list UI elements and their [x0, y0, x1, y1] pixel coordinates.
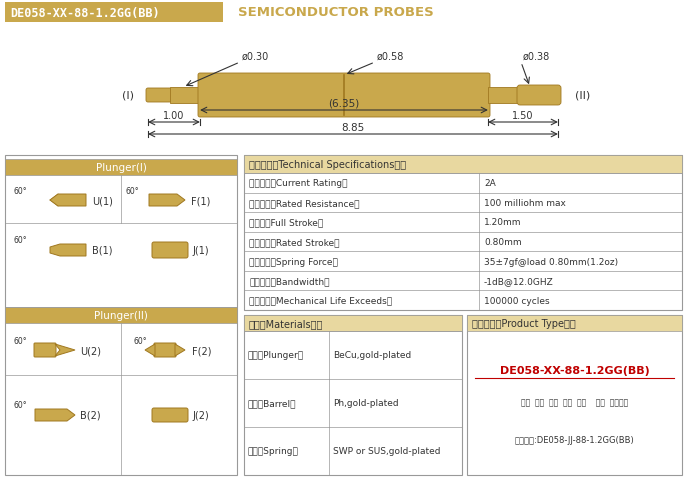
Text: ø0.30: ø0.30	[242, 52, 269, 62]
Text: 8.85: 8.85	[341, 123, 364, 133]
Text: DE058-XX-88-1.2GG(BB): DE058-XX-88-1.2GG(BB)	[500, 365, 649, 375]
Text: 技术要求（Technical Specifications）：: 技术要求（Technical Specifications）：	[249, 160, 406, 169]
Text: 弹簧（Spring）: 弹簧（Spring）	[248, 446, 299, 456]
Text: U(1): U(1)	[92, 195, 113, 205]
Polygon shape	[55, 344, 75, 356]
Text: 针管（Barrel）: 针管（Barrel）	[248, 399, 296, 408]
Text: J(1): J(1)	[192, 245, 209, 255]
Text: Plunger(II): Plunger(II)	[94, 311, 148, 320]
Text: 材质（Materials）：: 材质（Materials）：	[249, 318, 323, 328]
Polygon shape	[175, 344, 185, 356]
Text: F(2): F(2)	[192, 345, 212, 355]
FancyBboxPatch shape	[152, 242, 188, 258]
Polygon shape	[145, 344, 155, 356]
Text: 60°: 60°	[13, 186, 27, 195]
FancyBboxPatch shape	[467, 315, 682, 475]
Text: -1dB@12.0GHZ: -1dB@12.0GHZ	[484, 276, 554, 286]
Text: DE058-XX-88-1.2GG(BB): DE058-XX-88-1.2GG(BB)	[10, 7, 160, 20]
FancyBboxPatch shape	[154, 343, 176, 357]
Text: ø0.38: ø0.38	[523, 52, 551, 62]
Text: 系列  规格  头型  巴长  弹力    镀金  针头材质: 系列 规格 头型 巴长 弹力 镀金 针头材质	[521, 397, 628, 407]
Text: U(2): U(2)	[80, 345, 101, 355]
Text: 100 milliohm max: 100 milliohm max	[484, 198, 566, 207]
Text: (I): (I)	[122, 91, 134, 101]
Text: 测试寿命（Mechanical Life Exceeds）: 测试寿命（Mechanical Life Exceeds）	[249, 296, 392, 305]
Text: 60°: 60°	[133, 336, 147, 345]
Text: ø0.58: ø0.58	[377, 52, 404, 62]
Text: 额定电流（Current Rating）: 额定电流（Current Rating）	[249, 179, 347, 188]
Text: 额定电阻（Rated Resistance）: 额定电阻（Rated Resistance）	[249, 198, 360, 207]
Polygon shape	[170, 88, 200, 104]
Text: 订购举例:DE058-JJ-88-1.2GG(BB): 订购举例:DE058-JJ-88-1.2GG(BB)	[515, 435, 635, 444]
Polygon shape	[50, 244, 86, 256]
Polygon shape	[149, 194, 185, 206]
Text: B(1): B(1)	[92, 245, 112, 255]
FancyBboxPatch shape	[5, 160, 237, 176]
Text: 60°: 60°	[13, 336, 27, 345]
Text: 额定行程（Rated Stroke）: 额定行程（Rated Stroke）	[249, 238, 340, 247]
FancyBboxPatch shape	[5, 156, 237, 475]
Text: 频率带宽（Bandwidth）: 频率带宽（Bandwidth）	[249, 276, 329, 286]
FancyBboxPatch shape	[5, 307, 237, 324]
Text: J(2): J(2)	[192, 410, 209, 420]
Polygon shape	[35, 409, 75, 421]
Text: Plunger(I): Plunger(I)	[96, 163, 147, 173]
Text: 35±7gf@load 0.80mm(1.2oz): 35±7gf@load 0.80mm(1.2oz)	[484, 257, 618, 266]
Text: (6.35): (6.35)	[329, 99, 360, 109]
Text: SEMICONDUCTOR PROBES: SEMICONDUCTOR PROBES	[238, 7, 434, 20]
FancyBboxPatch shape	[5, 3, 223, 23]
Text: 0.80mm: 0.80mm	[484, 238, 522, 247]
FancyBboxPatch shape	[146, 89, 172, 103]
FancyBboxPatch shape	[467, 315, 682, 331]
Text: 额定弹力（Spring Force）: 额定弹力（Spring Force）	[249, 257, 338, 266]
Text: 1.00: 1.00	[163, 111, 185, 121]
Polygon shape	[488, 88, 520, 104]
FancyBboxPatch shape	[244, 315, 462, 331]
Polygon shape	[50, 194, 86, 206]
Text: 60°: 60°	[13, 401, 27, 409]
FancyBboxPatch shape	[244, 315, 462, 475]
FancyBboxPatch shape	[152, 408, 188, 422]
Text: Ph,gold-plated: Ph,gold-plated	[333, 399, 399, 408]
Text: 1.50: 1.50	[512, 111, 534, 121]
Text: 满行程（Full Stroke）: 满行程（Full Stroke）	[249, 218, 323, 227]
Text: 针头（Plunger）: 针头（Plunger）	[248, 351, 304, 360]
Text: BeCu,gold-plated: BeCu,gold-plated	[333, 351, 411, 360]
FancyBboxPatch shape	[517, 86, 561, 106]
Text: B(2): B(2)	[80, 410, 101, 420]
FancyBboxPatch shape	[34, 343, 56, 357]
FancyBboxPatch shape	[244, 156, 682, 174]
Text: 60°: 60°	[13, 236, 27, 245]
Text: 1.20mm: 1.20mm	[484, 218, 522, 227]
Text: SWP or SUS,gold-plated: SWP or SUS,gold-plated	[333, 446, 440, 456]
Text: (II): (II)	[575, 91, 590, 101]
FancyBboxPatch shape	[198, 74, 490, 118]
Text: 60°: 60°	[126, 186, 140, 195]
Text: 成品型号（Product Type）：: 成品型号（Product Type）：	[472, 318, 576, 328]
Text: F(1): F(1)	[191, 195, 210, 205]
FancyBboxPatch shape	[244, 156, 682, 311]
Text: 2A: 2A	[484, 179, 496, 188]
Text: 100000 cycles: 100000 cycles	[484, 296, 550, 305]
